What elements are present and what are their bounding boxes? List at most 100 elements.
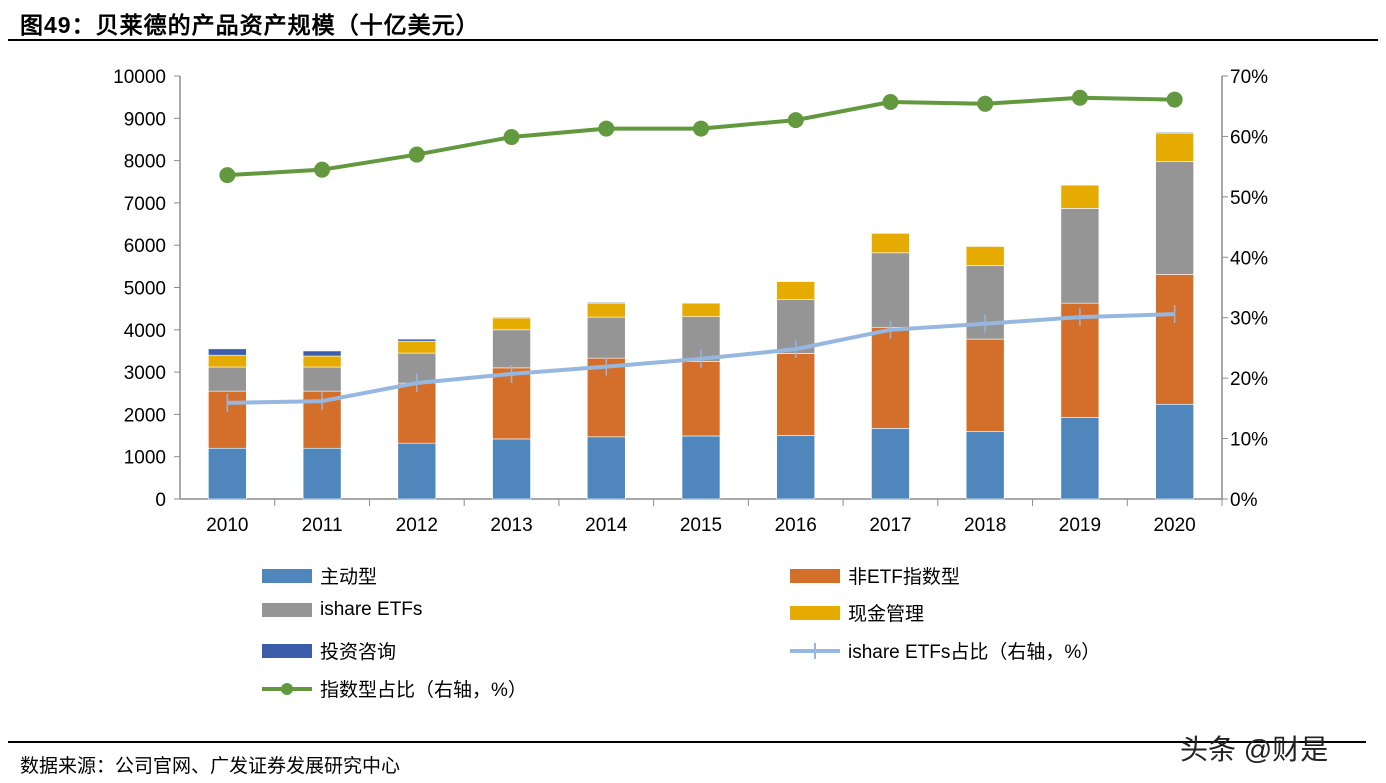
source-note: 数据来源：公司官网、广发证券发展研究中心 [20, 756, 401, 777]
legend-label: 非ETF指数型 [848, 567, 960, 588]
bar-投资咨询-2020 [1155, 131, 1194, 134]
left-tick-label: 1000 [124, 448, 166, 469]
title-rule [8, 39, 1378, 41]
right-tick-label: 20% [1230, 369, 1268, 390]
bar-现金管理-2010 [208, 354, 247, 368]
bar-主动型-2015 [681, 435, 721, 500]
bar-ishare ETFs-2019 [1060, 208, 1100, 304]
x-tick-label: 2012 [396, 515, 438, 536]
bar-主动型-2018 [965, 431, 1005, 500]
bar-现金管理-2014 [586, 302, 626, 318]
left-tick-label: 7000 [124, 194, 166, 215]
bar-现金管理-2020 [1155, 132, 1194, 162]
x-tick-label: 2017 [869, 515, 911, 536]
legend-swatch [262, 603, 312, 617]
bar-投资咨询-2010 [208, 348, 247, 356]
bar-非ETF指数型-2016 [776, 353, 816, 436]
legend-item: 指数型占比（右轴，%） [262, 675, 527, 702]
bar-ishare ETFs-2020 [1155, 161, 1194, 275]
watermark: 头条 @财是 [1180, 734, 1329, 765]
bar-ishare ETFs-2014 [586, 316, 626, 359]
x-tick-label: 2020 [1153, 515, 1195, 536]
legend-swatch [262, 643, 312, 658]
left-tick-label: 2000 [124, 405, 166, 426]
legend-label: 投资咨询 [320, 642, 397, 663]
x-tick-label: 2019 [1059, 515, 1101, 536]
point-指数型占比（右轴，%）-2015 [693, 120, 709, 137]
legend-label: 主动型 [320, 567, 378, 588]
x-tick-label: 2013 [490, 515, 532, 536]
bar-投资咨询-2011 [302, 350, 342, 357]
footer-rule [8, 741, 1366, 743]
bar-现金管理-2019 [1060, 184, 1100, 209]
point-指数型占比（右轴，%）-2020 [1166, 91, 1183, 108]
bar-ishare ETFs-2010 [208, 366, 247, 392]
legend-label: 现金管理 [848, 604, 925, 625]
bar-现金管理-2017 [871, 233, 910, 254]
point-指数型占比（右轴，%）-2019 [1071, 89, 1088, 106]
point-指数型占比（右轴，%）-2013 [503, 129, 520, 146]
point-指数型占比（右轴，%）-2012 [408, 146, 425, 163]
bar-现金管理-2011 [302, 355, 342, 368]
bar-现金管理-2015 [681, 302, 721, 317]
legend-label: ishare ETFs占比（右轴，%） [848, 642, 1101, 663]
legend-swatch [790, 568, 840, 583]
bar-主动型-2019 [1060, 417, 1100, 500]
bar-投资咨询-2014 [586, 302, 626, 304]
chart-title: 图49：贝莱德的产品资产规模（十亿美元） [20, 12, 480, 38]
point-指数型占比（右轴，%）-2010 [219, 167, 236, 184]
left-tick-label: 0 [155, 490, 166, 511]
legend-label: 指数型占比（右轴，%） [320, 680, 527, 701]
bar-非ETF指数型-2018 [965, 338, 1005, 432]
bar-主动型-2017 [871, 428, 910, 500]
left-tick-label: 9000 [124, 109, 166, 130]
point-指数型占比（右轴，%）-2016 [787, 112, 804, 129]
bar-主动型-2013 [492, 438, 531, 500]
left-tick-label: 6000 [124, 236, 166, 257]
right-tick-label: 0% [1230, 490, 1258, 511]
x-tick-label: 2014 [585, 515, 628, 536]
bar-投资咨询-2013 [492, 316, 531, 319]
point-指数型占比（右轴，%）-2017 [882, 93, 899, 110]
right-tick-label: 30% [1230, 309, 1268, 330]
x-tick-label: 2018 [964, 515, 1006, 536]
right-tick-label: 10% [1230, 430, 1268, 451]
bar-非ETF指数型-2020 [1155, 274, 1194, 405]
left-tick-label: 5000 [124, 279, 166, 300]
legend-swatch [790, 605, 840, 620]
bar-ishare ETFs-2011 [302, 366, 342, 392]
x-tick-label: 2015 [680, 515, 722, 536]
x-tick-label: 2011 [302, 515, 343, 536]
bar-现金管理-2013 [492, 317, 531, 331]
left-tick-label: 8000 [124, 152, 166, 173]
legend-item: 主动型 [262, 562, 377, 589]
x-tick-label: 2010 [206, 515, 248, 536]
legend-item: 非ETF指数型 [790, 562, 960, 589]
legend-label: ishare ETFs [320, 599, 423, 620]
bar-现金管理-2016 [776, 281, 816, 300]
legend-swatch [262, 682, 312, 695]
point-指数型占比（右轴，%）-2011 [314, 161, 331, 178]
bar-主动型-2014 [586, 436, 626, 500]
bar-主动型-2020 [1155, 403, 1194, 500]
legend-swatch [790, 642, 840, 659]
left-tick-label: 3000 [124, 363, 166, 384]
bar-现金管理-2018 [965, 246, 1005, 266]
x-tick-label: 2016 [775, 515, 817, 536]
bar-ishare ETFs-2017 [871, 252, 910, 328]
bar-主动型-2016 [776, 435, 816, 500]
point-指数型占比（右轴，%）-2014 [598, 120, 615, 137]
legend-item: ishare ETFs占比（右轴，%） [790, 637, 1100, 664]
left-tick-label: 10000 [113, 67, 166, 88]
bar-主动型-2010 [208, 447, 247, 500]
left-tick-label: 4000 [124, 321, 166, 342]
bar-非ETF指数型-2015 [681, 361, 721, 437]
legend-item: ishare ETFs [262, 599, 422, 621]
legend-item: 现金管理 [790, 599, 924, 626]
bar-现金管理-2012 [397, 340, 437, 354]
point-指数型占比（右轴，%）-2018 [977, 95, 994, 112]
bar-非ETF指数型-2012 [397, 382, 437, 444]
bar-ishare ETFs-2013 [492, 329, 531, 369]
bar-非ETF指数型-2017 [871, 326, 910, 429]
